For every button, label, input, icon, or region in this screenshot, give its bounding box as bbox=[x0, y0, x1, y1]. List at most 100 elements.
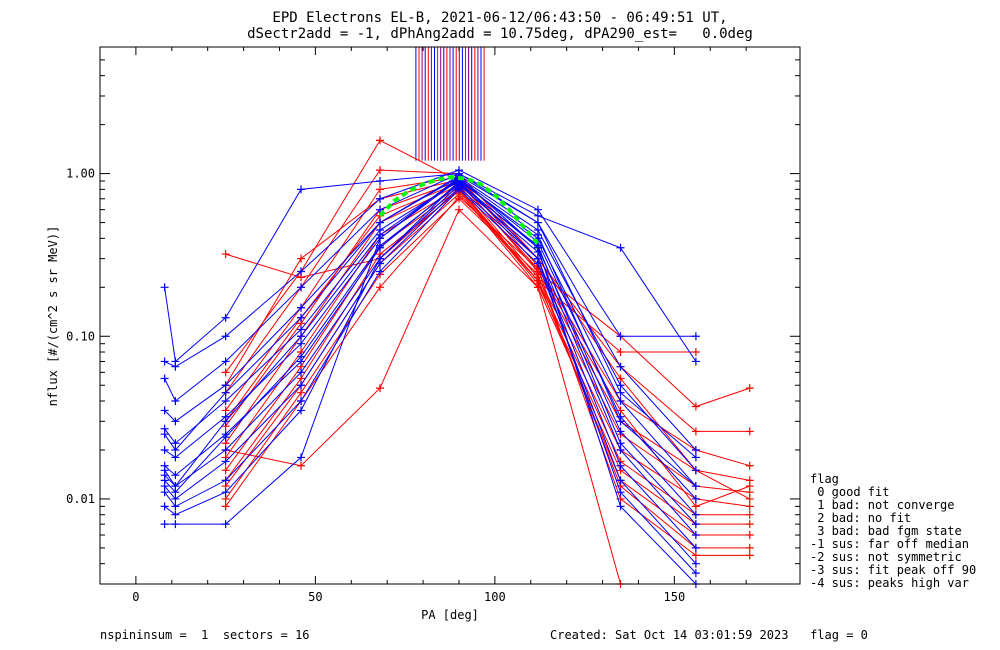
data-point bbox=[616, 461, 625, 470]
data-point bbox=[171, 471, 180, 480]
series-line bbox=[225, 169, 750, 432]
data-point bbox=[616, 396, 625, 405]
data-point bbox=[376, 254, 384, 263]
data-point bbox=[221, 357, 230, 366]
data-point bbox=[221, 494, 230, 503]
data-point bbox=[376, 218, 384, 227]
series-line bbox=[225, 190, 750, 525]
data-point bbox=[745, 427, 754, 436]
data-point bbox=[221, 445, 230, 454]
data-point bbox=[533, 205, 542, 214]
data-point bbox=[376, 185, 384, 194]
legend-item: 2 bad: no fit bbox=[810, 511, 912, 525]
data-point bbox=[745, 384, 754, 393]
series-line bbox=[225, 176, 750, 467]
data-point bbox=[376, 230, 384, 239]
data-point bbox=[691, 402, 700, 411]
data-point bbox=[160, 357, 169, 366]
footer-right: Created: Sat Oct 14 03:01:59 2023 flag =… bbox=[550, 628, 868, 642]
data-point bbox=[221, 488, 230, 497]
x-tick-label: 0 bbox=[132, 590, 139, 604]
data-point bbox=[691, 494, 700, 503]
data-point bbox=[171, 445, 180, 454]
series-line bbox=[225, 182, 750, 507]
data-point bbox=[221, 368, 230, 377]
data-point bbox=[616, 348, 625, 357]
data-point bbox=[454, 205, 463, 214]
data-point bbox=[691, 357, 700, 366]
legend-title: flag bbox=[810, 472, 839, 486]
data-point bbox=[297, 339, 306, 348]
data-point bbox=[221, 332, 230, 341]
data-point bbox=[691, 482, 700, 491]
data-point bbox=[221, 466, 230, 475]
data-point bbox=[171, 417, 180, 426]
data-point bbox=[221, 250, 230, 259]
data-point bbox=[691, 551, 700, 560]
data-point bbox=[616, 417, 625, 426]
data-point bbox=[160, 488, 169, 497]
data-point bbox=[533, 241, 542, 250]
data-point bbox=[376, 241, 384, 250]
data-point bbox=[691, 427, 700, 436]
data-point bbox=[745, 502, 754, 511]
data-point bbox=[454, 192, 463, 201]
data-point bbox=[616, 488, 625, 497]
data-point bbox=[745, 520, 754, 529]
data-point bbox=[160, 520, 169, 529]
data-point bbox=[160, 476, 169, 485]
data-point bbox=[376, 384, 384, 393]
legend-item: -1 sus: far off median bbox=[810, 537, 969, 551]
data-point bbox=[616, 388, 625, 397]
data-point bbox=[745, 461, 754, 470]
data-point bbox=[171, 502, 180, 511]
data-point bbox=[221, 388, 230, 397]
data-point bbox=[376, 267, 384, 276]
series-line bbox=[225, 196, 750, 556]
data-point bbox=[376, 177, 384, 186]
axis-layer: 0 50 100 150 0.01 0.10 1.00 bbox=[66, 46, 800, 604]
legend-item: -4 sus: peaks high var bbox=[810, 576, 969, 590]
data-point bbox=[171, 453, 180, 462]
data-point bbox=[616, 374, 625, 383]
data-point bbox=[160, 445, 169, 454]
data-point bbox=[221, 502, 230, 511]
data-point bbox=[297, 313, 306, 322]
data-point bbox=[616, 502, 625, 511]
data-point bbox=[691, 348, 700, 357]
plot-frame bbox=[99, 46, 801, 585]
series-line bbox=[225, 208, 621, 585]
data-point bbox=[691, 445, 700, 454]
data-point bbox=[691, 520, 700, 529]
data-point bbox=[533, 283, 542, 292]
x-axis-label: PA [deg] bbox=[421, 608, 479, 622]
data-point bbox=[376, 136, 384, 145]
data-point bbox=[691, 502, 700, 511]
series-line bbox=[225, 188, 696, 353]
data-point bbox=[745, 551, 754, 560]
data-point bbox=[221, 381, 230, 390]
data-point bbox=[221, 396, 230, 405]
data-point bbox=[297, 461, 306, 470]
data-point bbox=[297, 185, 306, 194]
data-point bbox=[376, 283, 384, 292]
x-tick-label: 100 bbox=[484, 590, 506, 604]
data-point bbox=[221, 417, 230, 426]
data-point bbox=[160, 502, 169, 511]
data-point bbox=[171, 396, 180, 405]
data-point bbox=[691, 332, 700, 341]
footer-left: nspininsum = 1 sectors = 16 bbox=[100, 628, 310, 642]
data-point bbox=[745, 510, 754, 519]
series-line bbox=[225, 193, 750, 536]
data-point bbox=[297, 283, 306, 292]
data-point bbox=[160, 430, 169, 439]
data-point bbox=[616, 439, 625, 448]
series-line bbox=[164, 175, 697, 458]
data-point bbox=[616, 427, 625, 436]
data-point bbox=[454, 180, 463, 189]
data-point bbox=[616, 243, 625, 252]
data-point bbox=[616, 381, 625, 390]
x-tick-label: 150 bbox=[664, 590, 686, 604]
data-point bbox=[745, 531, 754, 540]
